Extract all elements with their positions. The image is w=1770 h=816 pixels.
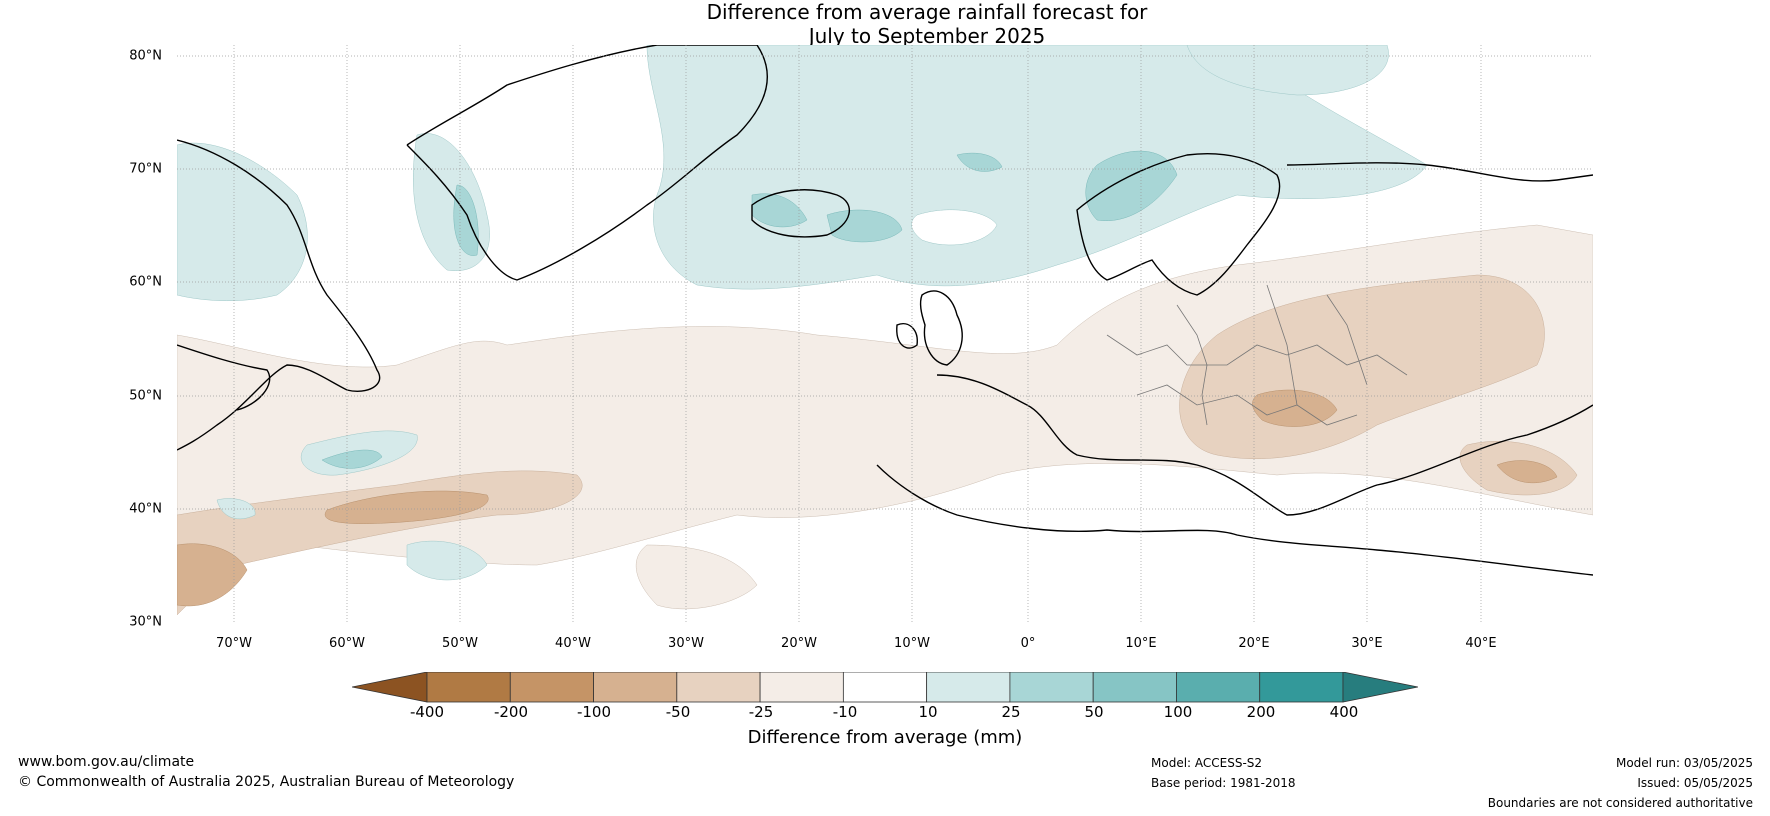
lon-label-60w: 60°W (329, 636, 365, 651)
colorbar-tick-9: 50 (1084, 703, 1104, 721)
gridlines (177, 45, 1593, 622)
lon-label-10w: 10°W (894, 636, 930, 651)
lon-label-20e: 20°E (1238, 636, 1270, 651)
lon-label-70w: 70°W (216, 636, 252, 651)
wet-anomaly-medium (321, 150, 1178, 469)
colorbar-tick-3: -100 (576, 703, 612, 721)
dry-anomaly-strong (177, 389, 1558, 607)
lon-label-40w: 40°W (555, 636, 591, 651)
lat-label-50n: 50°N (129, 388, 162, 404)
lat-label-40n: 40°N (129, 501, 162, 517)
colorbar-cell (676, 672, 761, 703)
colorbar-tick-2: -200 (493, 703, 529, 721)
colorbar-cell (1176, 672, 1261, 703)
lon-label-10e: 10°E (1125, 636, 1157, 651)
colorbar-tick-6: -10 (832, 703, 858, 721)
lon-label-50w: 50°W (442, 636, 478, 651)
colorbar-tick-8: 25 (1001, 703, 1021, 721)
colorbar-cell (426, 672, 511, 703)
website-link[interactable]: www.bom.gov.au/climate (18, 754, 195, 770)
lon-label-30e: 30°E (1351, 636, 1383, 651)
lon-label-0: 0° (1020, 636, 1036, 651)
lon-label-20w: 20°W (781, 636, 817, 651)
lat-label-70n: 70°N (129, 161, 162, 177)
colorbar-cell (842, 672, 928, 703)
title-line-2: July to September 2025 (808, 24, 1046, 48)
lon-label-30w: 30°W (668, 636, 704, 651)
colorbar-tick-10: 100 (1163, 703, 1193, 721)
colorbar-tick-4: -50 (665, 703, 691, 721)
colorbar-tick-12: 400 (1329, 703, 1359, 721)
country-borders (1106, 284, 1408, 426)
map-canvas (177, 45, 1593, 622)
colorbar-tick-1: -400 (409, 703, 445, 721)
colorbar-tick-5: -25 (748, 703, 774, 721)
map-title: Difference from average rainfall forecas… (0, 0, 1770, 48)
colorbar-tick-7: 10 (918, 703, 938, 721)
colorbar-cell (593, 672, 678, 703)
lat-label-60n: 60°N (129, 274, 162, 290)
colorbar-cell (926, 672, 1011, 703)
colorbar-cell (1009, 672, 1094, 703)
disclaimer-text: Boundaries are not considered authoritat… (1487, 796, 1753, 810)
lat-label-80n: 80°N (129, 48, 162, 64)
colorbar-cell (1259, 672, 1344, 703)
colorbar-cell (1092, 672, 1177, 703)
lon-label-40e: 40°E (1465, 636, 1497, 651)
base-period-text: Base period: 1981-2018 (1151, 776, 1296, 790)
colorbar (352, 672, 1418, 703)
model-run-text: Model run: 03/05/2025 (1615, 756, 1753, 770)
copyright-text: © Commonwealth of Australia 2025, Austra… (18, 774, 515, 790)
colorbar-cell (509, 672, 594, 703)
rainfall-map (177, 45, 1593, 622)
colorbar-tick-11: 200 (1246, 703, 1276, 721)
colorbar-label: Difference from average (mm) (747, 727, 1023, 748)
coastlines (177, 45, 1593, 576)
lat-label-30n: 30°N (129, 614, 162, 630)
model-text: Model: ACCESS-S2 (1151, 756, 1263, 770)
title-line-1: Difference from average rainfall forecas… (706, 0, 1148, 24)
colorbar-cell (759, 672, 844, 703)
colorbar-extender-high (1342, 672, 1418, 703)
issued-text: Issued: 05/05/2025 (1637, 776, 1753, 790)
colorbar-extender-low (352, 672, 428, 703)
